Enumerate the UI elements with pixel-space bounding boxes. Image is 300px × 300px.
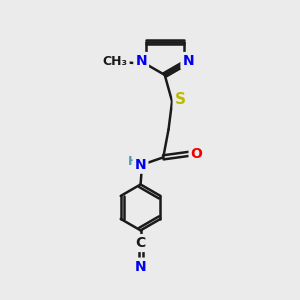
Text: S: S	[175, 92, 186, 107]
Text: N: N	[135, 260, 146, 274]
Text: H: H	[128, 155, 138, 168]
Text: CH₃: CH₃	[103, 55, 128, 68]
Text: N: N	[182, 54, 194, 68]
Text: N: N	[135, 158, 146, 172]
Text: N: N	[135, 54, 147, 68]
Text: C: C	[136, 236, 146, 250]
Text: O: O	[190, 147, 202, 161]
